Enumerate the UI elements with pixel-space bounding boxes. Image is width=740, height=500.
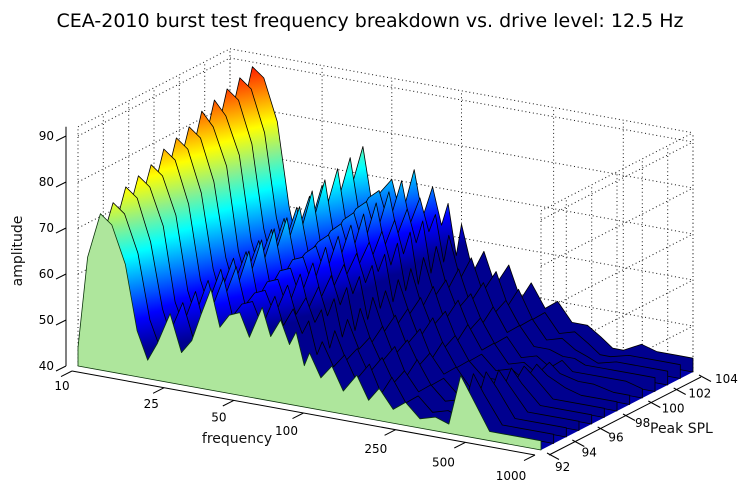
grid-leftwall-amp-92 — [77, 48, 231, 128]
y-tick-label-100: 100 — [662, 401, 685, 415]
y-tick-100 — [648, 400, 661, 408]
y-tick-102 — [673, 387, 686, 395]
y-tick-label-96: 96 — [608, 431, 623, 445]
z-tick-label-40: 40 — [39, 359, 54, 373]
x-tick-label-500: 500 — [432, 456, 455, 470]
z-tick-40 — [55, 365, 67, 372]
z-tick-label-70: 70 — [39, 221, 54, 235]
slice-spl-92 — [77, 213, 542, 451]
plot-content: 40 50 60 70 80 90 10 25 50 100 250 500 1000 92 94 96 98 1… — [10, 48, 738, 483]
z-tick-90 — [55, 135, 67, 142]
x-tick-label-100: 100 — [275, 424, 298, 438]
x-tick-100 — [292, 412, 304, 420]
y-tick-92 — [546, 452, 560, 460]
x-tick-label-10: 10 — [54, 379, 69, 393]
y-tick-98 — [622, 413, 636, 421]
z-tick-60 — [55, 273, 67, 280]
x-tick-label-50: 50 — [211, 411, 226, 425]
y-tick-label-98: 98 — [635, 416, 650, 430]
grid-backwall-amp-50 — [229, 241, 694, 327]
z-axis-label: amplitude — [10, 216, 26, 287]
x-tick-10 — [60, 370, 73, 378]
z-tick-label-60: 60 — [39, 267, 54, 281]
y-tick-94 — [572, 439, 585, 447]
y-tick-label-92: 92 — [555, 460, 570, 474]
x-tick-label-25: 25 — [144, 397, 159, 411]
grid-backwall-amp-92 — [229, 48, 694, 134]
y-axis-label: Peak SPL — [650, 421, 713, 437]
y-axis-ruler — [548, 376, 702, 456]
z-tick-label-80: 80 — [39, 175, 54, 189]
chart-title: CEA-2010 burst test frequency breakdown … — [56, 10, 684, 32]
x-tick-250 — [384, 429, 396, 436]
z-tick-50 — [55, 319, 67, 326]
x-tick-label-1000: 1000 — [496, 469, 527, 483]
x-axis-label: frequency — [202, 431, 272, 447]
y-tick-label-94: 94 — [582, 445, 597, 459]
grid-backwall-amp-90 — [229, 57, 694, 143]
x-tick-1000 — [523, 454, 536, 462]
z-tick-label-90: 90 — [39, 129, 54, 143]
y-tick-104 — [698, 374, 712, 382]
x-tick-label-250: 250 — [364, 442, 387, 456]
grid-backwall-amp-80 — [229, 103, 694, 189]
z-tick-70 — [55, 227, 67, 234]
y-tick-label-104: 104 — [715, 372, 738, 386]
x-tick-50 — [222, 399, 235, 407]
x-tick-500 — [454, 441, 466, 449]
grid-backwall-amp-60 — [229, 195, 694, 281]
grid-rightwall-amp-92 — [540, 132, 694, 212]
x-tick-25 — [152, 387, 165, 394]
grid-rightwall-amp-90 — [540, 141, 694, 221]
y-tick-label-102: 102 — [688, 387, 711, 401]
y-tick-96 — [597, 426, 610, 434]
z-tick-label-50: 50 — [39, 313, 54, 327]
grid-backwall-amp-70 — [229, 149, 694, 235]
z-tick-80 — [55, 181, 67, 188]
